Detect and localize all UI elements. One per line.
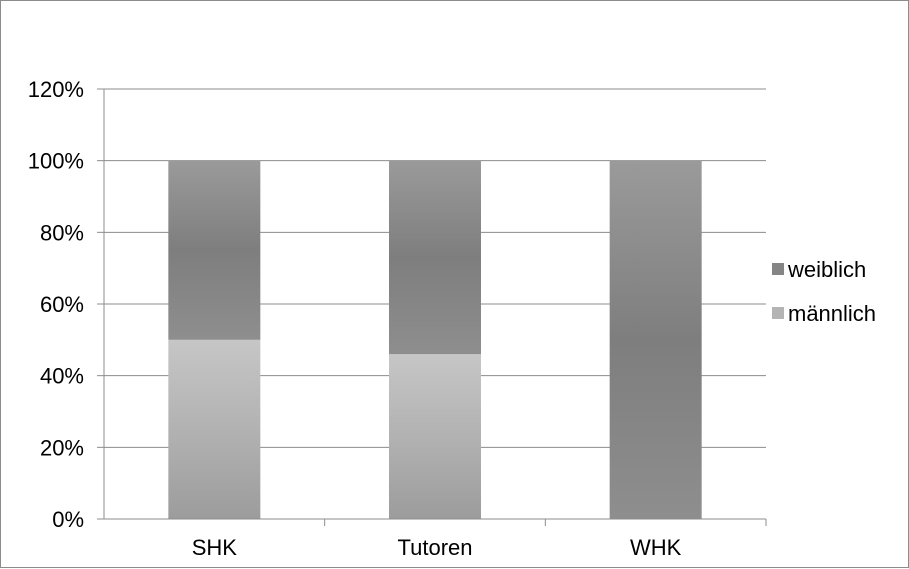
x-tick-label: Tutoren: [397, 535, 472, 560]
bar-shk-mannlich: [168, 339, 261, 519]
y-tick-label: 80%: [40, 220, 84, 245]
legend-label-weiblich: weiblich: [787, 257, 866, 282]
x-tick-label: WHK: [630, 535, 682, 560]
legend: weiblich männlich: [772, 257, 876, 326]
bar-tutoren-mannlich: [389, 354, 481, 519]
bar-shk-weiblich: [168, 160, 261, 340]
y-tick-label: 60%: [40, 292, 84, 317]
bar-tutoren-weiblich: [389, 160, 481, 355]
axes: 0% 20% 40% 60% 80% 100% 120% SHK Tutoren WHK: [28, 77, 767, 560]
y-tick-label: 120%: [28, 77, 84, 102]
y-tick-label: 100%: [28, 149, 84, 174]
legend-label-mannlich: männlich: [788, 301, 876, 326]
legend-swatch-mannlich: [772, 307, 784, 319]
y-tick-label: 40%: [40, 364, 84, 389]
legend-swatch-weiblich: [772, 263, 784, 275]
x-tick-label: SHK: [192, 535, 238, 560]
bars: [168, 160, 702, 519]
bar-whk-weiblich: [609, 160, 702, 519]
y-tick-label: 0%: [52, 507, 84, 532]
y-tick-label: 20%: [40, 435, 84, 460]
